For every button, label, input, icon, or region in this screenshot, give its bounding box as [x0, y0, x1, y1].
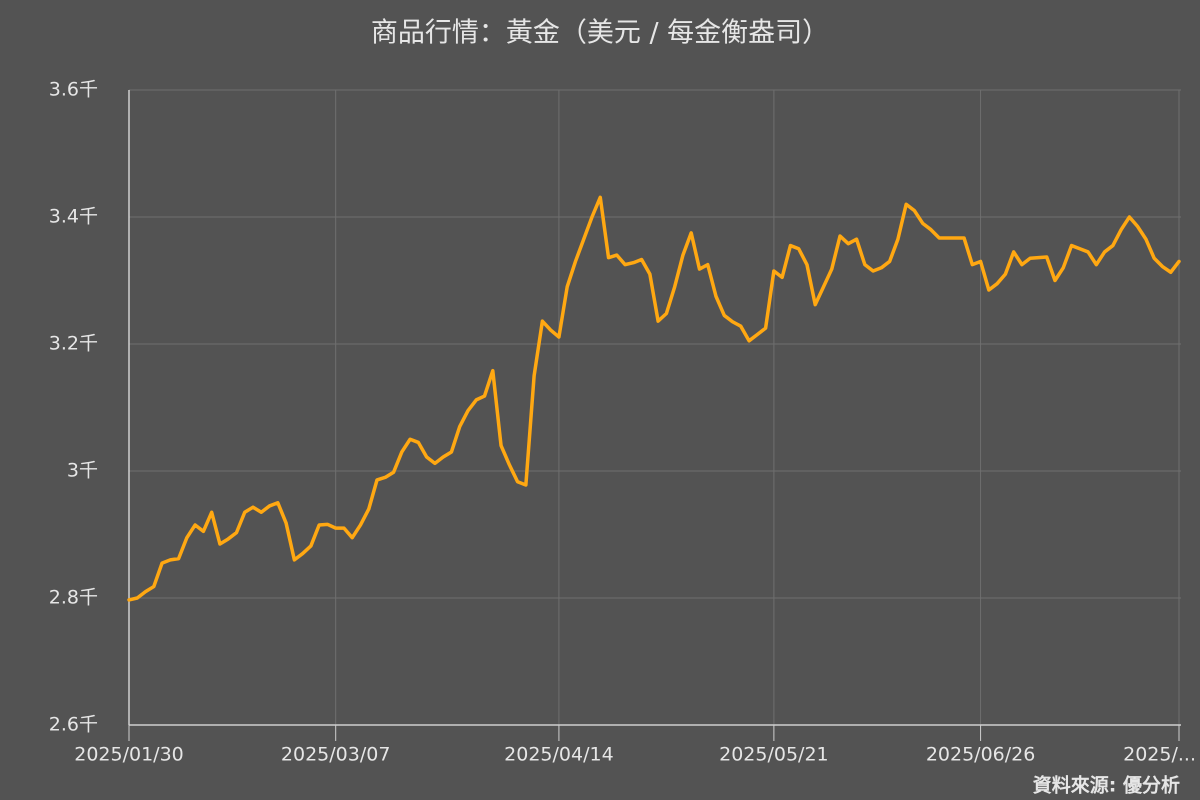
x-tick-label: 2025/03/07: [281, 744, 391, 766]
source-note: 資料來源: 優分析: [1033, 774, 1180, 797]
y-tick-label: 3千: [67, 460, 98, 482]
y-tick-label: 3.4千: [49, 206, 98, 228]
y-tick-label: 3.2千: [49, 333, 98, 355]
x-tick-label: 2025/05/21: [719, 744, 829, 766]
y-tick-label: 3.6千: [49, 79, 98, 101]
x-tick-label: 2025/04/14: [504, 744, 614, 766]
x-tick-label: 2025/01/30: [74, 744, 184, 766]
y-tick-label: 2.6千: [49, 714, 98, 736]
price-line: [127, 195, 1181, 602]
x-tick-label: 2025/06/26: [926, 744, 1036, 766]
chart-title: 商品行情：黃金（美元 / 每金衡盎司）: [371, 18, 829, 49]
x-tick-label: 2025/...: [1123, 744, 1196, 766]
y-tick-label: 2.8千: [49, 587, 98, 609]
